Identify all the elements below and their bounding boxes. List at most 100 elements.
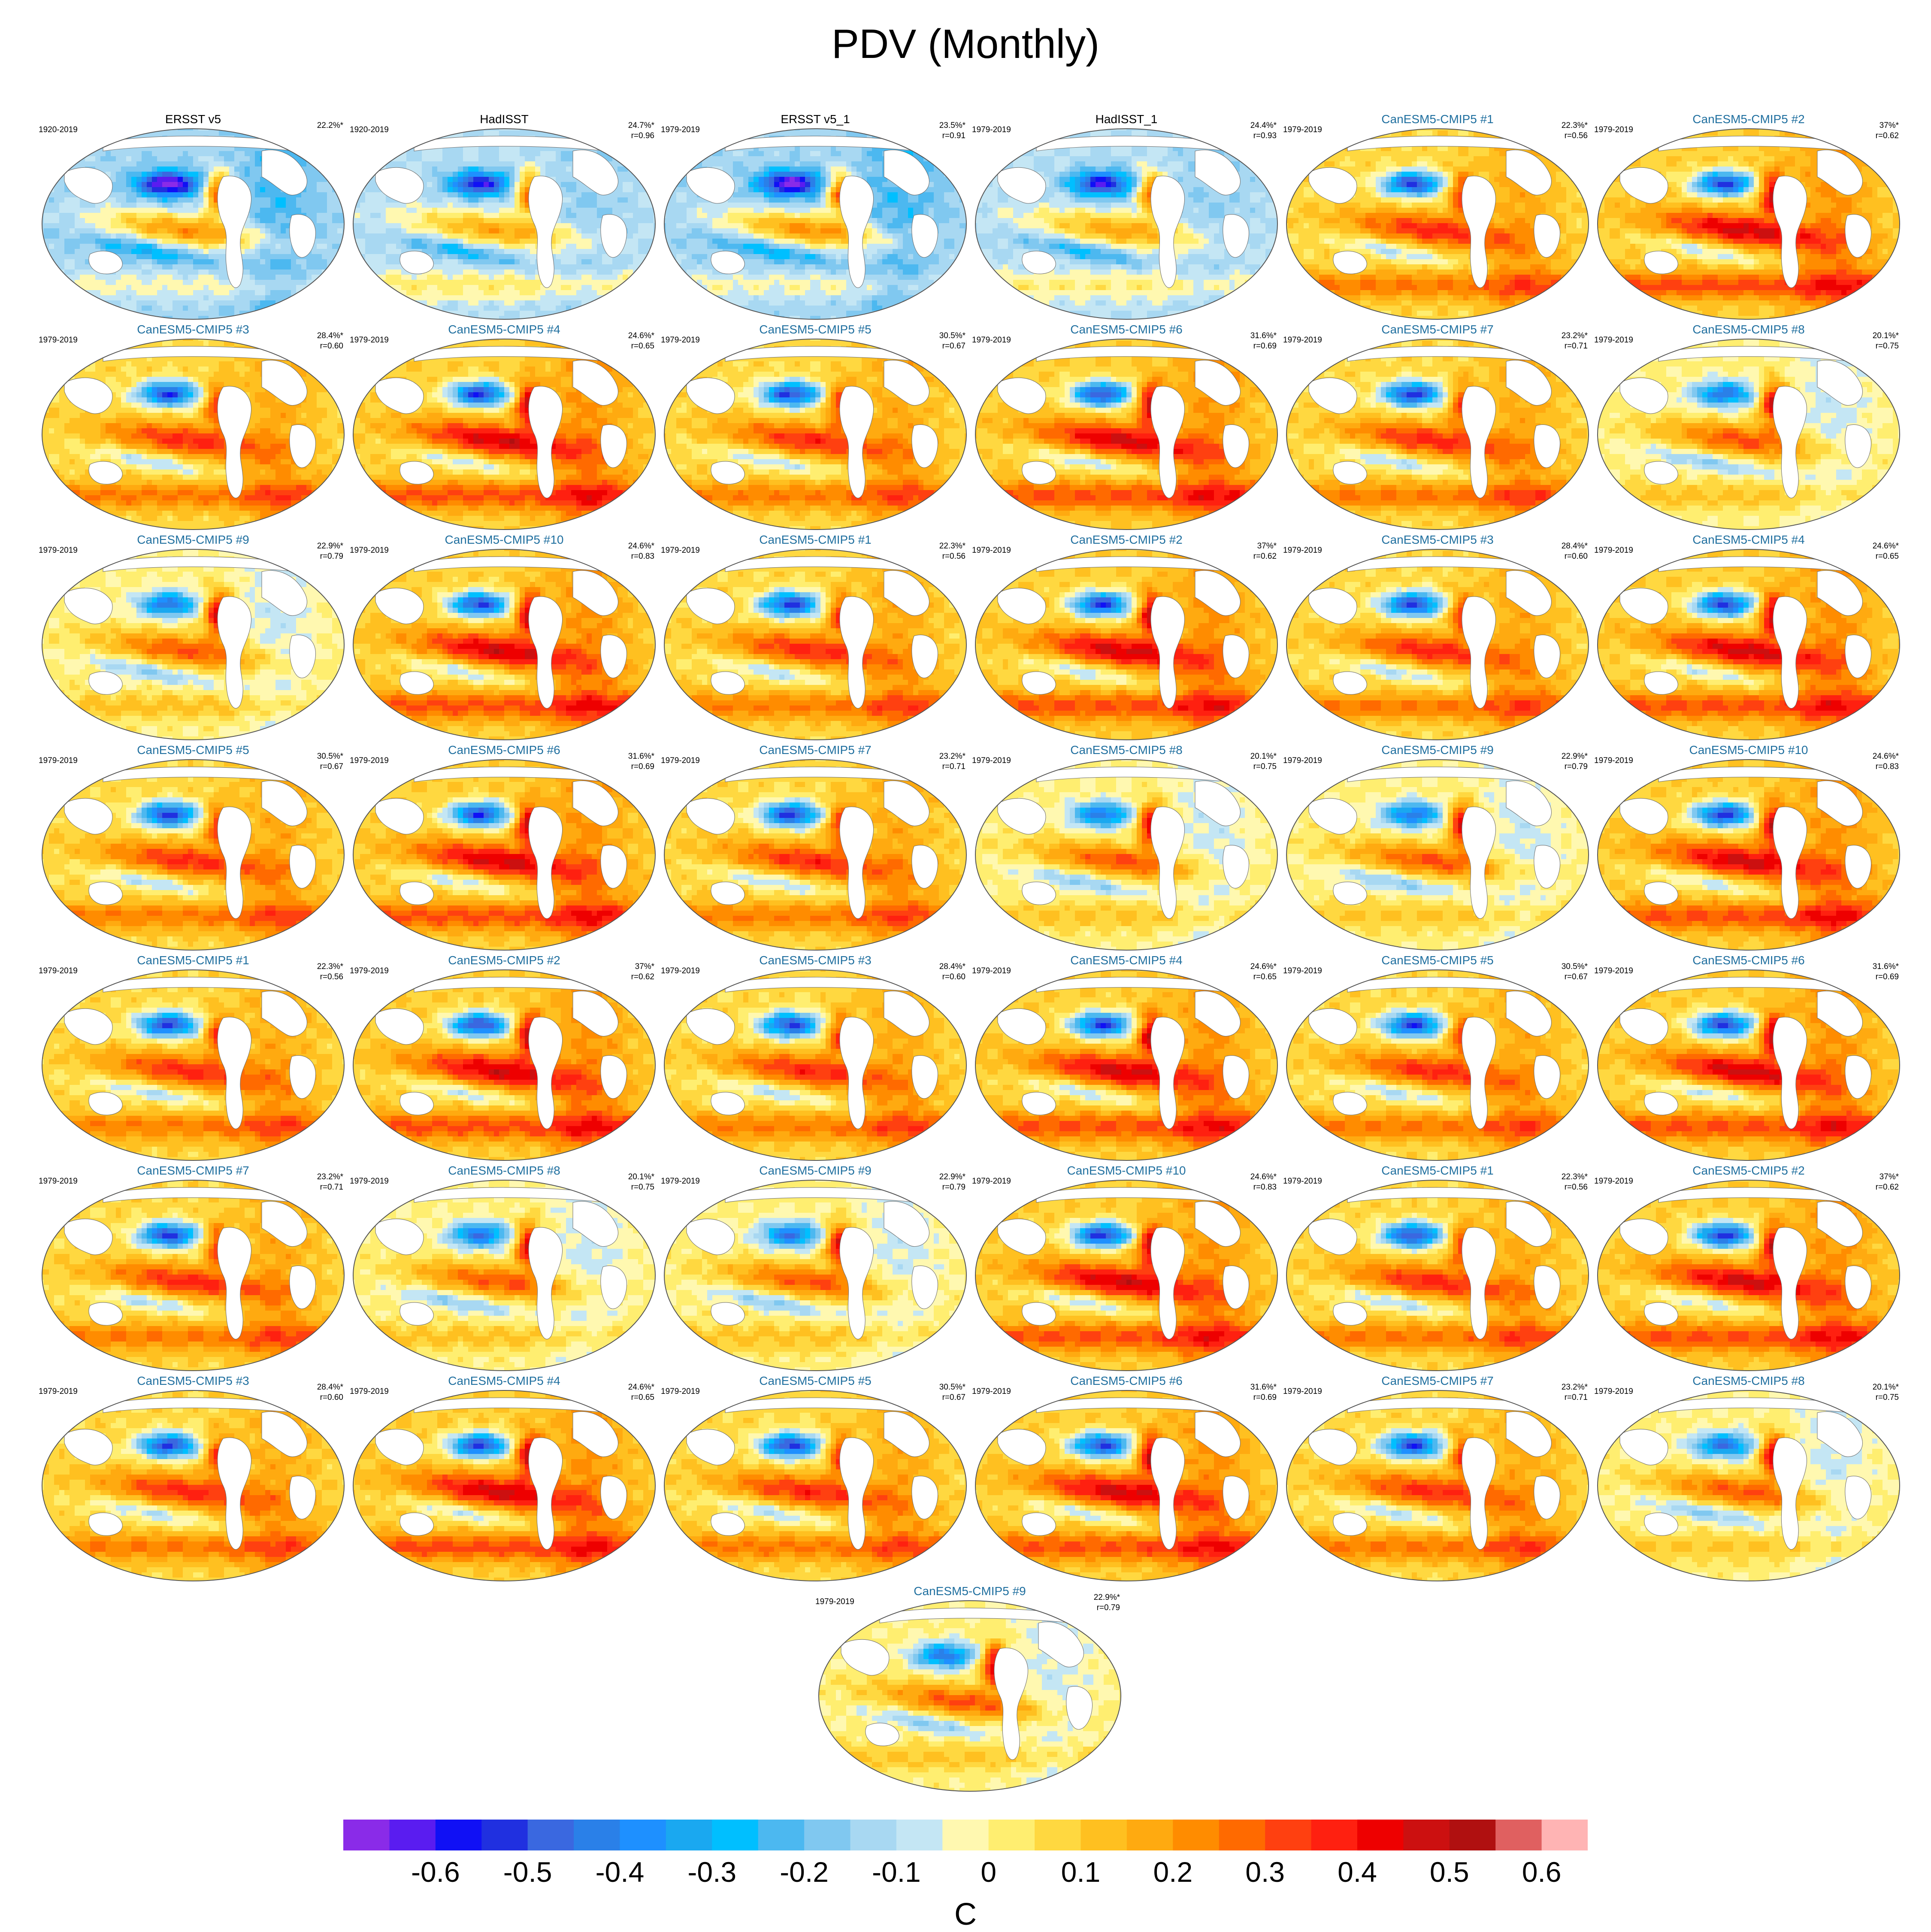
sst-map	[350, 125, 659, 323]
panel-title: CanESM5-CMIP5 #1	[39, 954, 348, 967]
panel-title: CanESM5-CMIP5 #6	[972, 323, 1281, 336]
sst-map	[1283, 546, 1592, 743]
panel-title: CanESM5-CMIP5 #10	[350, 533, 659, 547]
sst-map	[1594, 966, 1903, 1164]
colorbar-swatch	[758, 1820, 805, 1850]
panel-title: CanESM5-CMIP5 #3	[39, 1374, 348, 1388]
colorbar-swatch	[1173, 1820, 1219, 1850]
colorbar-swatch	[942, 1820, 989, 1850]
sst-map	[350, 336, 659, 533]
sst-map	[39, 756, 348, 954]
colorbar-swatch	[1311, 1820, 1358, 1850]
panel-title: CanESM5-CMIP5 #2	[1594, 1164, 1903, 1178]
sst-map	[1283, 966, 1592, 1164]
panel-title: ERSST v5	[39, 112, 348, 126]
panel-title: CanESM5-CMIP5 #3	[1283, 533, 1592, 547]
colorbar-swatch	[1219, 1820, 1265, 1850]
colorbar-tick-label: 0.4	[1338, 1856, 1377, 1888]
colorbar-tick-label: -0.1	[872, 1856, 921, 1888]
panel-title: CanESM5-CMIP5 #8	[350, 1164, 659, 1178]
colorbar-swatch	[804, 1820, 850, 1850]
panel-title: CanESM5-CMIP5 #10	[1594, 743, 1903, 757]
sst-map	[1283, 1177, 1592, 1374]
panel-title: CanESM5-CMIP5 #5	[39, 743, 348, 757]
panel-title: CanESM5-CMIP5 #7	[39, 1164, 348, 1178]
sst-map	[661, 756, 970, 954]
colorbar-tick-label: 0.1	[1061, 1856, 1101, 1888]
colorbar-tick-label: -0.3	[687, 1856, 736, 1888]
colorbar-swatch	[1357, 1820, 1404, 1850]
colorbar-swatch	[620, 1820, 666, 1850]
panel-title: CanESM5-CMIP5 #8	[1594, 323, 1903, 336]
panel-title: CanESM5-CMIP5 #3	[39, 323, 348, 336]
sst-map	[39, 336, 348, 533]
panel-title: CanESM5-CMIP5 #1	[1283, 1164, 1592, 1178]
colorbar-tick-label: -0.4	[596, 1856, 645, 1888]
sst-map	[350, 1387, 659, 1584]
panel-title: CanESM5-CMIP5 #6	[350, 743, 659, 757]
panel-title: CanESM5-CMIP5 #5	[1283, 954, 1592, 967]
colorbar-swatch	[1081, 1820, 1127, 1850]
sst-map	[1594, 125, 1903, 323]
panel-title: CanESM5-CMIP5 #6	[972, 1374, 1281, 1388]
sst-map	[661, 546, 970, 743]
colorbar-swatch	[343, 1820, 390, 1850]
sst-map	[1283, 1387, 1592, 1584]
sst-map	[661, 1387, 970, 1584]
sst-map	[1594, 756, 1903, 954]
panel-title: CanESM5-CMIP5 #7	[1283, 323, 1592, 336]
sst-map	[1283, 756, 1592, 954]
panel-title: CanESM5-CMIP5 #10	[972, 1164, 1281, 1178]
colorbar-tick-label: 0.5	[1430, 1856, 1469, 1888]
colorbar-swatch	[1127, 1820, 1173, 1850]
sst-map	[661, 125, 970, 323]
sst-map	[661, 336, 970, 533]
sst-map	[350, 546, 659, 743]
sst-map	[350, 1177, 659, 1374]
colorbar-swatches	[343, 1820, 1588, 1850]
sst-map	[1594, 546, 1903, 743]
panel-title: HadISST	[350, 112, 659, 126]
panel-title: CanESM5-CMIP5 #9	[815, 1584, 1124, 1598]
panel-title: CanESM5-CMIP5 #2	[1594, 112, 1903, 126]
panel-title: CanESM5-CMIP5 #5	[661, 1374, 970, 1388]
sst-map	[39, 546, 348, 743]
panel-title: CanESM5-CMIP5 #8	[972, 743, 1281, 757]
colorbar-units: C	[954, 1897, 977, 1932]
panel-title: CanESM5-CMIP5 #2	[350, 954, 659, 967]
colorbar-swatch	[1450, 1820, 1496, 1850]
panel-title: CanESM5-CMIP5 #8	[1594, 1374, 1903, 1388]
colorbar-swatch	[1035, 1820, 1081, 1850]
colorbar-swatch	[896, 1820, 943, 1850]
sst-map	[972, 966, 1281, 1164]
panel-title: CanESM5-CMIP5 #1	[1283, 112, 1592, 126]
panel-title: CanESM5-CMIP5 #4	[350, 323, 659, 336]
sst-map	[1283, 125, 1592, 323]
colorbar-swatch	[1265, 1820, 1311, 1850]
